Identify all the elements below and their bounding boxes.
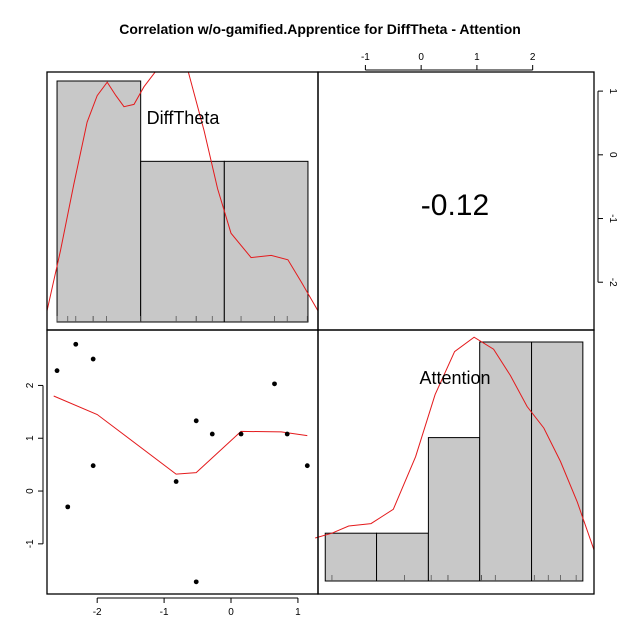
scatter-point	[284, 431, 290, 437]
tick-label-top: 2	[530, 52, 536, 63]
scatter-point	[238, 431, 244, 437]
hist-bar	[140, 160, 225, 323]
hist-bar	[427, 437, 481, 582]
panel-scatter	[53, 341, 310, 585]
scatter-point	[54, 368, 60, 374]
tick-label-right: -1	[607, 214, 618, 223]
tick-label-right: -2	[607, 278, 618, 287]
chart-title: Correlation w/o-gamified.Apprentice for …	[119, 21, 521, 37]
scatter-point	[209, 431, 215, 437]
tick-label-top: 1	[474, 52, 480, 63]
panel-diff-histogram	[47, 72, 318, 323]
panel-border	[46, 329, 319, 595]
panel-border	[317, 329, 595, 595]
variable-label-attention: Attention	[419, 368, 490, 388]
panel-attention-histogram	[315, 336, 595, 582]
scatter-point	[90, 356, 96, 362]
tick-label-left: 1	[25, 435, 36, 441]
hist-bar	[376, 532, 429, 582]
hist-bar	[324, 532, 378, 582]
smooth-line	[53, 395, 308, 475]
scatter-point	[193, 579, 199, 585]
axes-group: -2 -1 0 1 -1 0 1 2 -1 0 1 2 -2 -1 0 1	[25, 52, 618, 618]
hist-bar	[56, 80, 142, 323]
density-curve	[315, 336, 595, 551]
tick-label-right: 1	[607, 88, 618, 94]
tick-label-left: 2	[25, 382, 36, 388]
scatter-point	[272, 381, 277, 387]
tick-label-left: 0	[25, 488, 36, 494]
tick-label-bottom: 1	[295, 607, 301, 618]
scatter-point	[90, 463, 96, 469]
tick-label-bottom: 0	[228, 607, 234, 618]
scatter-point	[193, 418, 199, 424]
density-curve	[47, 72, 318, 312]
hist-bar	[479, 341, 533, 582]
scatter-point	[73, 341, 79, 347]
scatter-point	[304, 463, 310, 469]
hist-bar	[223, 160, 309, 323]
scatter-point	[65, 504, 71, 510]
variable-label-difftheta: DiffTheta	[147, 108, 221, 128]
tick-label-left: -1	[25, 539, 36, 548]
tick-label-bottom: -1	[160, 607, 169, 618]
correlation-value: -0.12	[421, 189, 489, 222]
hist-bar	[531, 341, 584, 582]
tick-label-bottom: -2	[93, 607, 102, 618]
tick-label-right: 0	[607, 152, 618, 158]
tick-label-top: -1	[361, 52, 370, 63]
tick-label-top: 0	[418, 52, 424, 63]
scatter-point	[173, 479, 179, 484]
